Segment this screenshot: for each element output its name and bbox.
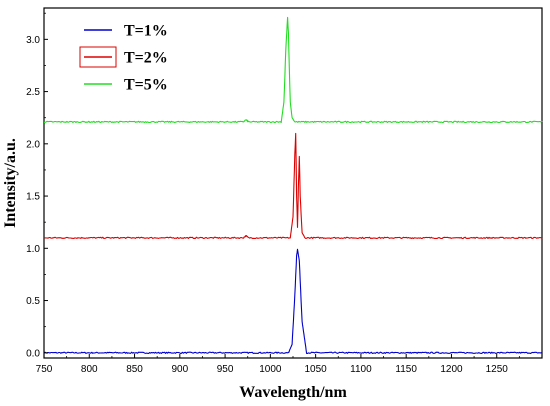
x-axis: 750 800 850 900 950 1000 1050 1100 1150 1200 1250 bbox=[36, 354, 520, 375]
y-tick-label: 1.5 bbox=[26, 192, 40, 203]
legend-selection-box bbox=[79, 46, 117, 68]
x-tick-label: 1150 bbox=[395, 364, 417, 375]
x-axis-title: Wavelength/nm bbox=[239, 384, 347, 401]
x-tick-label: 1100 bbox=[350, 364, 372, 375]
series-line-T=5% bbox=[44, 16, 543, 124]
y-tick-label: 0.5 bbox=[26, 296, 40, 307]
x-tick-label: 1250 bbox=[486, 364, 509, 375]
series-line-T=1% bbox=[43, 248, 543, 354]
y-axis-title: Intensity/a.u. bbox=[2, 138, 19, 228]
legend-label: T=5% bbox=[124, 77, 168, 94]
y-tick-label: 2.0 bbox=[26, 139, 40, 150]
x-tick-label: 1200 bbox=[440, 364, 463, 375]
y-tick-label: 3.0 bbox=[26, 35, 40, 46]
x-tick-label: 1050 bbox=[305, 364, 328, 375]
x-tick-label: 800 bbox=[81, 364, 98, 375]
legend-label: T=2% bbox=[124, 50, 168, 67]
series-line-T=2% bbox=[43, 132, 543, 240]
x-tick-label: 850 bbox=[126, 364, 143, 375]
plot-frame bbox=[43, 7, 543, 359]
y-axis: 0.0 0.5 1.0 1.5 2.0 2.5 3.0 bbox=[26, 12, 48, 359]
x-tick-label: 750 bbox=[36, 364, 53, 375]
x-tick-label: 1000 bbox=[259, 364, 282, 375]
y-tick-label: 0.0 bbox=[26, 348, 40, 359]
x-tick-label: 950 bbox=[217, 364, 234, 375]
legend-label: T=1% bbox=[124, 23, 168, 40]
x-tick-label: 900 bbox=[171, 364, 188, 375]
y-tick-label: 1.0 bbox=[26, 244, 40, 255]
y-tick-label: 2.5 bbox=[26, 87, 40, 98]
series-layer bbox=[43, 16, 543, 354]
legend: T=1% T=2% T=5% bbox=[79, 23, 168, 94]
